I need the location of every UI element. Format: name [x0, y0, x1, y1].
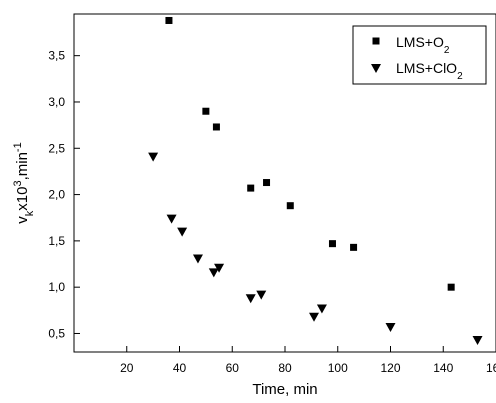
- data-point-triangle: [166, 214, 177, 224]
- y-tick-label: 3,5: [48, 49, 65, 63]
- legend-triangle-marker: [371, 64, 381, 73]
- data-point-triangle: [177, 227, 188, 237]
- y-axis-tick-labels: 0,5 1,0 1,5 2,0 2,5 3,0 3,5: [48, 49, 65, 341]
- data-point-triangle: [309, 312, 320, 322]
- data-point-triangle: [192, 254, 203, 264]
- data-point-square: [328, 240, 336, 248]
- x-tick-label: 40: [173, 361, 187, 375]
- data-point-triangle: [148, 152, 159, 162]
- y-tick-label: 1,0: [48, 280, 65, 294]
- data-point-square: [263, 179, 271, 187]
- legend-label-lms-o2: LMS+O2: [396, 34, 450, 56]
- x-axis-ticks: [126, 346, 496, 352]
- data-point-triangle: [214, 263, 225, 273]
- legend-box: [352, 25, 487, 85]
- y-axis-ticks: [74, 55, 80, 334]
- legend: LMS+O2 LMS+ClO2: [352, 25, 487, 85]
- y-tick-label: 3,0: [48, 95, 65, 109]
- data-point-triangle: [472, 335, 483, 345]
- x-tick-label: 160: [486, 361, 496, 375]
- data-point-square: [350, 243, 358, 251]
- data-point-square: [447, 283, 455, 291]
- x-tick-label: 120: [380, 361, 400, 375]
- data-point-triangle: [316, 304, 327, 314]
- data-point-square: [212, 123, 220, 131]
- y-axis-label: vkx103,min-1: [12, 142, 36, 223]
- series-lms-clo2: [148, 152, 483, 345]
- legend-square-marker: [372, 37, 380, 45]
- x-tick-label: 100: [328, 361, 348, 375]
- y-tick-label: 0,5: [48, 326, 65, 340]
- legend-label-lms-clo2: LMS+ClO2: [396, 60, 463, 82]
- x-tick-label: 80: [278, 361, 292, 375]
- data-point-square: [286, 202, 294, 210]
- x-tick-label: 140: [433, 361, 453, 375]
- x-tick-label: 20: [120, 361, 134, 375]
- data-point-square: [247, 184, 255, 192]
- y-tick-label: 2,0: [48, 188, 65, 202]
- x-tick-label: 60: [226, 361, 240, 375]
- x-axis-label: Time, min: [252, 381, 317, 398]
- data-point-triangle: [208, 268, 219, 278]
- y-tick-label: 2,5: [48, 141, 65, 155]
- x-axis-tick-labels: 20 40 60 80 100 120 140 160: [120, 361, 496, 375]
- series-lms-o2: [165, 16, 455, 291]
- data-point-square: [165, 16, 173, 24]
- series-layer: [148, 16, 483, 345]
- y-tick-label: 1,5: [48, 234, 65, 248]
- data-point-triangle: [385, 322, 396, 332]
- data-point-square: [202, 107, 210, 115]
- data-point-triangle: [256, 290, 267, 300]
- data-point-triangle: [245, 294, 256, 304]
